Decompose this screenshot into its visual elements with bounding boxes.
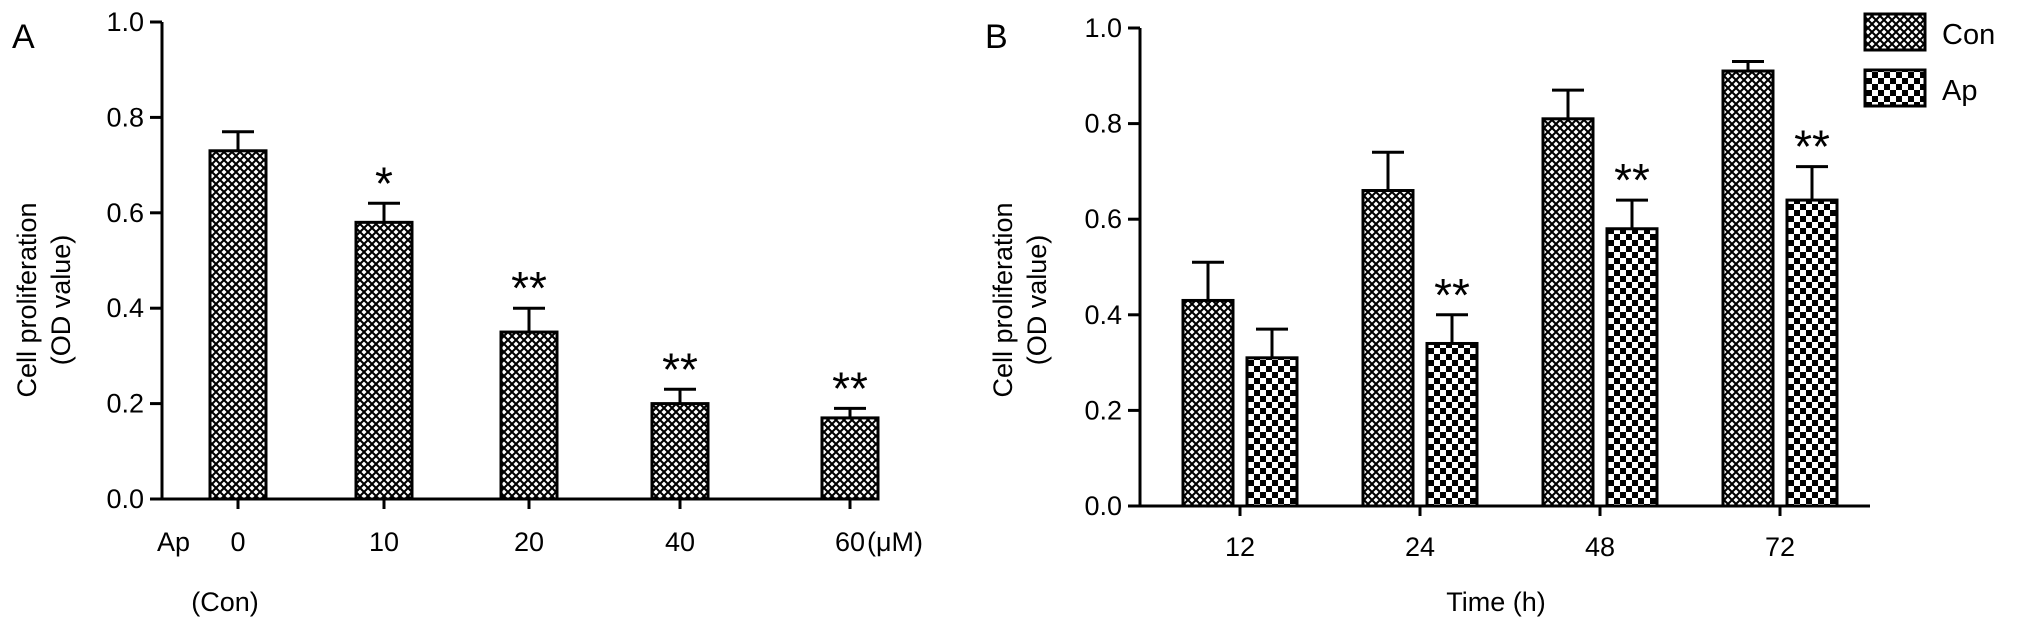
panel-b-bar	[1721, 69, 1775, 508]
panel-b-significance-mark: **	[1794, 121, 1830, 173]
panel-b-significance-mark: **	[1434, 269, 1470, 321]
panel-a-bar	[499, 330, 559, 501]
legend-label-ap: Ap	[1942, 75, 1977, 107]
panel-a-significance-mark: **	[832, 362, 868, 414]
panel-a-significance-mark: **	[662, 343, 698, 395]
panel-b-bar	[1181, 298, 1235, 508]
panel-a-bar	[208, 149, 268, 501]
panel-b-y-tick-label: 0.0	[1084, 491, 1122, 521]
panel-a-y-tick-label: 0.2	[106, 389, 144, 419]
panel-a-y-tick-label: 0.0	[106, 484, 144, 514]
panel-b-x-tick-label: 48	[1585, 532, 1615, 562]
panel-a-x-tick-label: 60	[835, 527, 865, 557]
panel-a-letter: A	[12, 18, 35, 56]
panel-a-x-tick-label: 10	[369, 527, 399, 557]
panel-b-plot: 0.0 0.2 0.4 0.6 0.8 1.0 12 24 ** 48 ** 72 **	[1084, 13, 1870, 562]
legend-label-con: Con	[1942, 19, 1995, 51]
panel-b-bar	[1785, 198, 1839, 508]
panel-a-x-tick-label: 0	[230, 527, 245, 557]
panel-b-bar	[1541, 117, 1595, 508]
panel-b-y-tick-label: 0.8	[1084, 109, 1122, 139]
panel-a-significance-mark: *	[375, 157, 393, 209]
panel-b-bar	[1361, 189, 1415, 508]
panel-a-sub-label: (Con)	[191, 587, 259, 617]
panel-a-bar	[820, 416, 880, 501]
panel-a-unit-label: (μM)	[867, 527, 923, 557]
panel-a-bar	[650, 402, 710, 501]
panel-b-xlabel: Time (h)	[1446, 587, 1546, 617]
panel-b-letter: B	[985, 18, 1008, 56]
panel-a-plot: 0.0 0.2 0.4 0.6 0.8 1.0 0 10 * 20 ** 40 ** 60 **	[106, 7, 880, 557]
panel-b-y-tick-label: 0.6	[1084, 204, 1122, 234]
panel-a-significance-mark: **	[511, 262, 547, 314]
panel-b-bar	[1245, 356, 1299, 508]
panel-a-row-label: Ap	[157, 527, 190, 557]
panel-a-y-tick-label: 0.8	[106, 102, 144, 132]
panel-b-bar	[1605, 227, 1659, 508]
panel-a-ylabel-line2: (OD value)	[46, 235, 76, 366]
panel-b-bar	[1425, 341, 1479, 508]
panel-b-x-tick-label: 12	[1225, 532, 1255, 562]
panel-b-ylabel-line2: (OD value)	[1022, 235, 1052, 366]
panel-b-ylabel-line1: Cell proliferation	[988, 202, 1018, 397]
legend-swatch-con	[1863, 12, 1927, 52]
panel-a-ylabel-line1: Cell proliferation	[12, 202, 42, 397]
panel-a-x-tick-label: 20	[514, 527, 544, 557]
panel-a-x-tick-label: 40	[665, 527, 695, 557]
panel-a-bar	[354, 220, 414, 501]
panel-b-x-tick-label: 72	[1765, 532, 1795, 562]
panel-b-y-tick-label: 1.0	[1084, 13, 1122, 43]
panel-b-y-tick-label: 0.2	[1084, 395, 1122, 425]
legend-swatch-ap	[1863, 68, 1927, 108]
panel-a-y-tick-label: 1.0	[106, 7, 144, 37]
panel-a-y-tick-label: 0.4	[106, 293, 144, 323]
panel-b-significance-mark: **	[1614, 154, 1650, 206]
panel-b-x-tick-label: 24	[1405, 532, 1435, 562]
panel-b-y-tick-label: 0.4	[1084, 300, 1122, 330]
panel-a-y-tick-label: 0.6	[106, 198, 144, 228]
